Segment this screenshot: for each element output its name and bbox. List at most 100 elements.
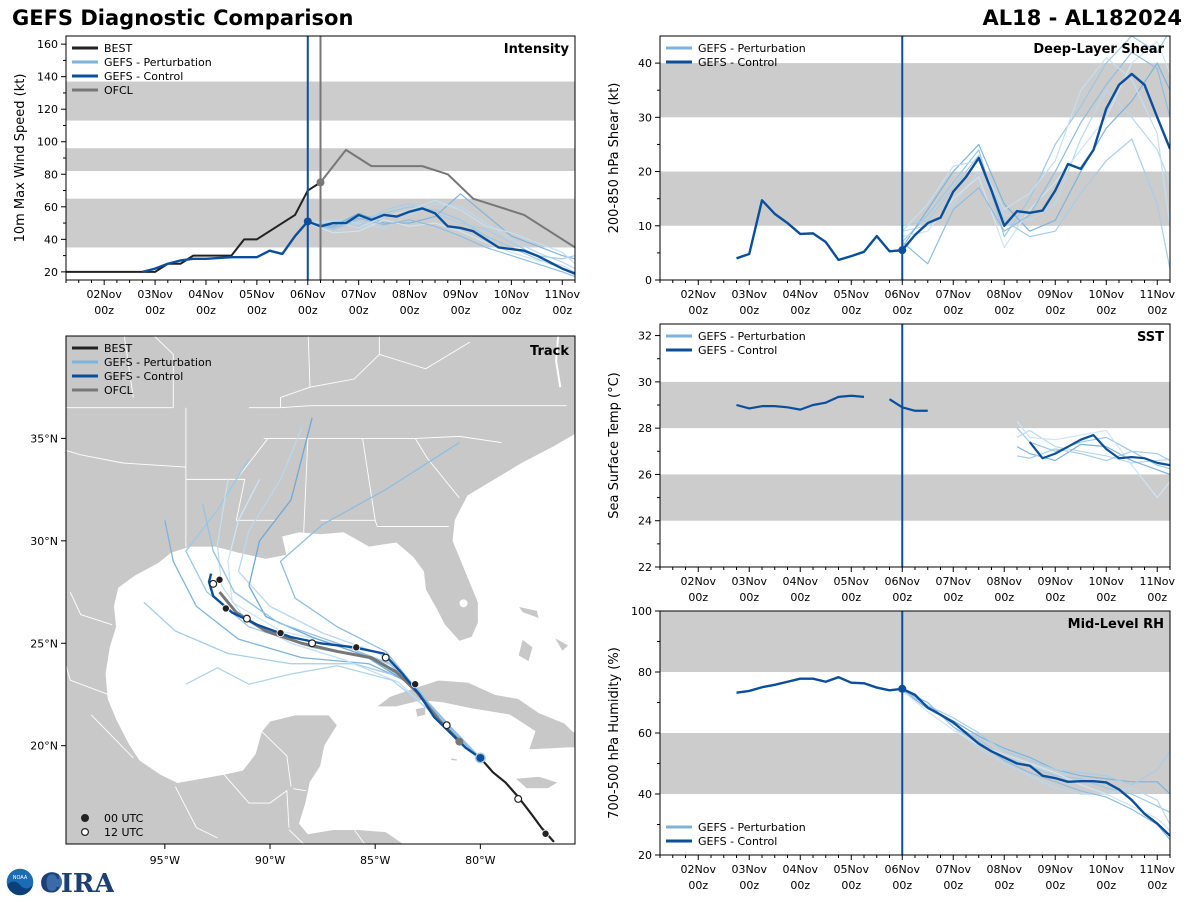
- x-tick-label: 00z: [841, 879, 861, 892]
- perturbation-track: [279, 441, 481, 759]
- y-tick-label: 120: [37, 103, 58, 116]
- border-line: [261, 731, 292, 787]
- x-tick-label: 03Nov: [137, 288, 173, 301]
- y-tick-label: 10: [638, 220, 652, 233]
- perturbation-series: [307, 202, 575, 260]
- y-axis: 0 10 20 30 40: [638, 57, 660, 287]
- best-series: [66, 181, 322, 273]
- legend-label: BEST: [104, 42, 132, 55]
- x-tick-label: 11Nov: [1140, 863, 1176, 876]
- x-tick-label: 00z: [688, 879, 708, 892]
- x-tick-label: 05Nov: [834, 863, 870, 876]
- cira-wordmark: CIRA: [40, 869, 114, 898]
- legend-label: OFCL: [104, 84, 134, 97]
- x-tick-label: 02Nov: [86, 288, 122, 301]
- hollow-dot-icon: [80, 828, 89, 837]
- y-tick-label: 60: [44, 201, 58, 214]
- band: [660, 474, 1170, 521]
- x-tick-label: 11Nov: [545, 288, 581, 301]
- border-line: [307, 336, 311, 388]
- x-tick-label: 07Nov: [936, 863, 972, 876]
- x-tick-label: 04Nov: [188, 288, 224, 301]
- x-tick-label: 03Nov: [732, 575, 768, 588]
- y-tick-label: 60: [638, 727, 652, 740]
- band: [660, 611, 1170, 672]
- perturbation-series: [901, 689, 1170, 841]
- best-12utc-point: [381, 653, 390, 662]
- x-tick-label: 10Nov: [1089, 288, 1125, 301]
- x-tick-label: 10Nov: [1089, 575, 1125, 588]
- panel-title: SST: [1137, 330, 1164, 345]
- x-tick-label: 00z: [994, 591, 1014, 604]
- track-map: 95°W 90°W 85°W 80°W 20°N 25°N 30°N 35°N Track BES…: [30, 335, 576, 867]
- legend-label: GEFS - Perturbation: [698, 330, 806, 343]
- globe-icon: [42, 872, 62, 892]
- border-line: [353, 829, 366, 844]
- border-line: [185, 478, 277, 521]
- x-tick-label: 00z: [400, 304, 420, 317]
- best-12utc-point: [514, 794, 523, 803]
- x-tick-label: 00z: [994, 304, 1014, 317]
- border-line: [223, 774, 290, 828]
- x-tick-label: 06Nov: [885, 575, 921, 588]
- ofcl-point: [455, 737, 464, 746]
- x-tick-label: 08Nov: [392, 288, 428, 301]
- legend-label: GEFS - Control: [698, 344, 777, 357]
- rh-plot-area: [660, 611, 1170, 855]
- legend-label: 00 UTC: [104, 812, 144, 825]
- x-tick-label: 00z: [298, 304, 318, 317]
- x-tick-label: 00z: [841, 304, 861, 317]
- border-line: [414, 438, 460, 499]
- x-tick-label: 00z: [688, 304, 708, 317]
- border-line: [69, 591, 113, 626]
- bay: [555, 336, 562, 388]
- isle-of-youth: [414, 706, 427, 718]
- x-tick-label: 09Nov: [1038, 863, 1074, 876]
- y-tick-label: 24: [638, 515, 652, 528]
- control-series: [736, 394, 865, 411]
- band: [660, 63, 1170, 118]
- x-tick-label: 02Nov: [681, 575, 717, 588]
- lon-tick-label: 80°W: [465, 854, 495, 867]
- panel-title: Intensity: [504, 42, 570, 57]
- x-tick-label: 02Nov: [681, 863, 717, 876]
- control-series: [736, 675, 1170, 837]
- x-tick-label: 05Nov: [239, 288, 275, 301]
- x-tick-label: 00z: [790, 879, 810, 892]
- border-line: [303, 438, 309, 533]
- init-marker: [303, 217, 312, 226]
- lat-tick-label: 20°N: [30, 740, 58, 753]
- x-tick-label: 10Nov: [1089, 863, 1125, 876]
- perturbation-series: [1016, 420, 1170, 499]
- x-tick-label: 00z: [145, 304, 165, 317]
- legend-label: GEFS - Perturbation: [698, 821, 806, 834]
- y-tick-label: 30: [638, 111, 652, 124]
- y-tick-label: 100: [37, 136, 58, 149]
- x-tick-label: 00z: [451, 304, 471, 317]
- x-tick-label: 07Nov: [936, 288, 972, 301]
- lat-tick-label: 30°N: [30, 535, 58, 548]
- y-tick-label: 80: [638, 666, 652, 679]
- lon-tick-label: 90°W: [255, 854, 285, 867]
- border-line: [174, 786, 218, 839]
- perturbation-series: [901, 36, 1168, 243]
- y-tick-label: 160: [37, 38, 58, 51]
- y-tick-label: 20: [638, 166, 652, 179]
- perturbation-series: [1016, 427, 1170, 470]
- storm-id: AL18 - AL182024: [982, 6, 1183, 30]
- intensity-chart: 20 40 60 80 100 120 140 160 10m Max Wind Speed (…: [13, 35, 581, 317]
- x-tick-label: 00z: [1096, 879, 1116, 892]
- x-tick-label: 00z: [196, 304, 216, 317]
- legend-label: GEFS - Control: [104, 370, 183, 383]
- y-axis-label: Sea Surface Temp (°C): [607, 372, 622, 519]
- border-line: [280, 341, 471, 408]
- cayman-islands: [450, 757, 458, 762]
- y-tick-label: 30: [638, 376, 652, 389]
- x-tick-label: 04Nov: [783, 575, 819, 588]
- x-tick-label: 00z: [841, 591, 861, 604]
- legend-label: GEFS - Control: [104, 70, 183, 83]
